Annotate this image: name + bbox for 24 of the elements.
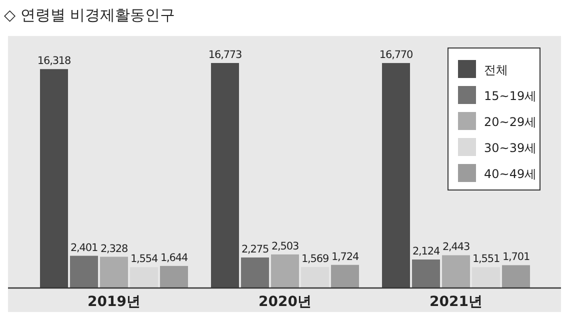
data-label: 16,770 [379,49,413,62]
data-label: 16,318 [37,55,71,68]
legend-label: 40~49세 [484,167,537,181]
x-tick-label: 2020년 [258,294,312,310]
data-label: 2,328 [100,242,128,255]
data-label: 1,551 [472,253,500,266]
title: ◇ 연령별 비경제활동인구 [4,6,176,24]
data-label: 2,503 [271,240,299,252]
data-label: 1,724 [331,250,360,263]
data-label: 1,569 [301,252,329,265]
data-label: 16,773 [208,49,242,61]
data-label: 2,401 [70,242,98,254]
data-label: 2,443 [442,241,470,254]
legend-label: 20~29세 [484,115,537,129]
data-label: 1,644 [160,252,188,264]
data-label: 2,124 [412,246,440,258]
legend-label: 15~19세 [484,89,537,103]
data-label: 1,701 [502,251,530,264]
x-tick-label: 2021년 [430,294,482,310]
x-tick-label: 2019년 [88,294,140,310]
data-label: 1,554 [130,253,158,266]
data-label: 2,275 [241,243,269,256]
legend-label: 전체 [484,63,508,77]
legend-label: 30~39세 [484,141,537,155]
